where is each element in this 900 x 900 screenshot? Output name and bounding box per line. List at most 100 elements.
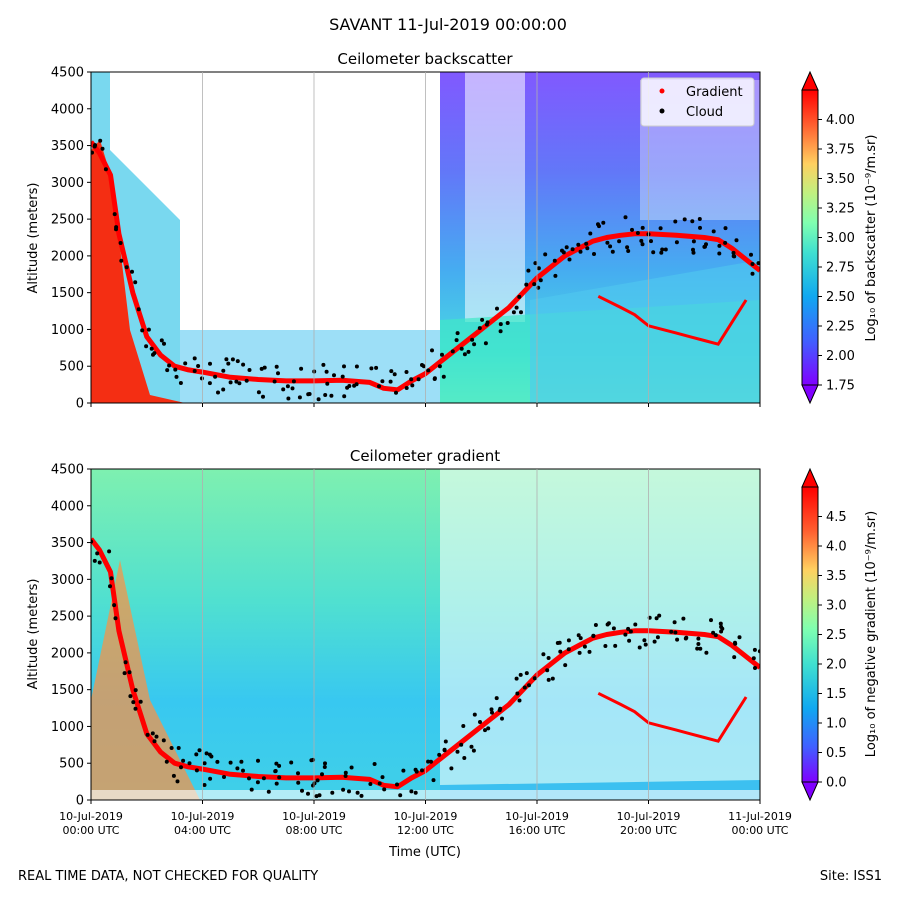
gradient-xlabel: Time (UTC) xyxy=(388,845,461,860)
cloud-point xyxy=(109,576,114,581)
y-tick-label: 4500 xyxy=(51,463,84,478)
cloud-point xyxy=(517,294,522,299)
cloud-point xyxy=(737,635,742,640)
cloud-point xyxy=(553,273,558,278)
cloud-point xyxy=(472,342,477,347)
cloud-point xyxy=(717,251,722,256)
cloud-point xyxy=(536,266,541,271)
x-tick-label-date: 10-Jul-2019 xyxy=(505,810,569,823)
cloud-point xyxy=(92,558,97,563)
cloud-point xyxy=(420,768,424,773)
cloud-point xyxy=(426,368,431,373)
cloud-point xyxy=(145,732,150,737)
cloud-point xyxy=(162,341,166,346)
cloud-point xyxy=(119,258,124,263)
cloud-point xyxy=(617,239,622,244)
cloud-point xyxy=(756,261,760,266)
cloud-point xyxy=(498,322,503,327)
cloud-point xyxy=(626,626,631,631)
cloud-point xyxy=(133,280,138,285)
colorbar-tick-label: 4.00 xyxy=(826,113,855,128)
y-tick-label: 3500 xyxy=(51,536,84,551)
colorbar-tick-label: 2.75 xyxy=(826,261,855,276)
cloud-point xyxy=(146,327,151,332)
cloud-point xyxy=(608,244,613,249)
cloud-point xyxy=(659,250,664,255)
cloud-point xyxy=(750,262,755,266)
cloud-point xyxy=(681,616,686,621)
cloud-point xyxy=(204,751,209,756)
cloud-point xyxy=(274,364,279,369)
cloud-point xyxy=(281,387,286,392)
gradient-panel: Ceilometer gradient 0 500 1000 1500 2000 2500… xyxy=(26,447,879,860)
cloud-point xyxy=(625,245,630,250)
cloud-point xyxy=(672,620,677,625)
cloud-point xyxy=(324,369,329,374)
cloud-point xyxy=(136,307,141,312)
cloud-point xyxy=(703,244,707,249)
colorbar-tick-label: 0.5 xyxy=(826,746,847,761)
gradient-colorbar: 0.0 0.5 1.0 1.5 2.0 2.5 3.0 3.5 4.0 4.5 Log₁₀ of … xyxy=(801,467,879,802)
colorbar-tick-label: 2.25 xyxy=(826,320,855,335)
cloud-point xyxy=(164,759,169,764)
cloud-point xyxy=(133,688,138,693)
cloud-point xyxy=(459,346,464,351)
cloud-point xyxy=(404,386,409,390)
cloud-point xyxy=(576,242,581,247)
cloud-point xyxy=(511,310,516,315)
cloud-point xyxy=(597,224,601,229)
cloud-point xyxy=(342,394,347,399)
cloud-point xyxy=(471,748,476,753)
cloud-point xyxy=(454,338,459,343)
cloud-point xyxy=(138,699,143,704)
cloud-point xyxy=(174,374,179,379)
cloud-point xyxy=(179,765,183,770)
cloud-point xyxy=(118,241,123,245)
cloud-point xyxy=(500,716,504,721)
x-tick-label-date: 10-Jul-2019 xyxy=(394,810,458,823)
legend-cloud-label: Cloud xyxy=(686,105,723,120)
cloud-point xyxy=(235,359,240,364)
cloud-point xyxy=(560,248,564,253)
cloud-point xyxy=(247,368,252,372)
y-tick-label: 500 xyxy=(59,757,84,772)
cloud-point xyxy=(519,310,523,315)
cloud-point xyxy=(277,763,282,768)
cloud-point xyxy=(450,349,455,354)
y-tick-label: 4500 xyxy=(51,66,84,81)
cloud-point xyxy=(297,395,302,400)
colorbar-tick-label: 4.5 xyxy=(826,510,847,525)
cloud-point xyxy=(518,672,523,677)
cloud-point xyxy=(750,271,755,276)
backscatter-ylabel: Altitude (meters) xyxy=(26,183,41,294)
cloud-point xyxy=(461,724,466,728)
cloud-point xyxy=(285,384,290,389)
cloud-point xyxy=(256,758,260,763)
cloud-point xyxy=(152,739,157,744)
cloud-point xyxy=(601,220,606,225)
cloud-point xyxy=(642,638,647,643)
cloud-point xyxy=(697,217,702,221)
cloud-point xyxy=(340,374,345,379)
cloud-point xyxy=(564,245,569,250)
cloud-point xyxy=(230,357,235,362)
cloud-point xyxy=(533,261,538,266)
y-tick-label: 2000 xyxy=(51,646,84,661)
x-tick-label-time: 08:00 UTC xyxy=(285,824,342,837)
cloud-point xyxy=(192,356,197,361)
cloud-point xyxy=(532,282,537,287)
cloud-point xyxy=(517,698,522,703)
cloud-point xyxy=(633,622,638,627)
cloud-point xyxy=(416,377,421,382)
cloud-point xyxy=(380,775,385,780)
cloud-point xyxy=(717,243,722,248)
cloud-point xyxy=(723,240,728,245)
colorbar-tick-label: 2.50 xyxy=(826,290,855,305)
cloud-point xyxy=(674,240,679,245)
cloud-point xyxy=(274,761,279,766)
cloud-point xyxy=(103,167,108,172)
legend-box xyxy=(640,77,755,127)
cloud-point xyxy=(398,793,403,798)
cloud-point xyxy=(514,305,519,310)
cloud-point xyxy=(194,768,199,773)
